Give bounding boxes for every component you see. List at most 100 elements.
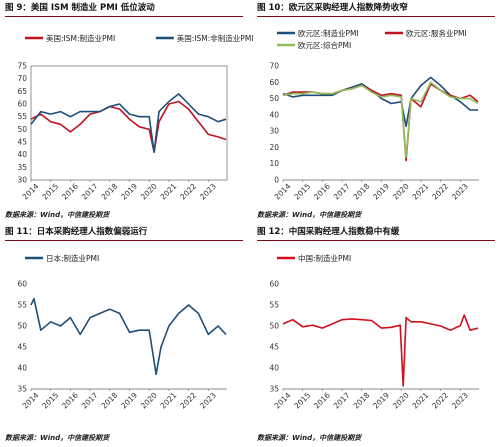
source-note: 数据来源：Wind，中信建投期货 bbox=[257, 434, 362, 442]
y-tick-label: 70 bbox=[269, 62, 279, 71]
axes: 35 40 45 50 55 60 2014 2015 2016 2017 2018 2019 2020… bbox=[17, 280, 227, 411]
y-tick-label: 60 bbox=[269, 78, 279, 87]
axes: 35 40 45 50 55 60 2014 2015 2016 2017 2018 2019 2020… bbox=[269, 280, 479, 411]
y-tick-label: 65 bbox=[17, 87, 27, 96]
x-tick-label: 2021 bbox=[159, 391, 179, 411]
legend-label: 欧元区:服务业PMI bbox=[406, 28, 467, 38]
x-tick-label: 2016 bbox=[312, 391, 332, 411]
x-tick-label: 2021 bbox=[159, 182, 179, 202]
panel-title: 图 11：日本采购经理人指数偏弱运行 bbox=[5, 226, 243, 241]
x-tick-label: 2022 bbox=[178, 182, 198, 202]
y-tick-label: 55 bbox=[17, 112, 27, 121]
panel-title: 图 12：中国采购经理人指数稳中有缓 bbox=[257, 226, 495, 241]
y-tick-label: 45 bbox=[17, 138, 27, 147]
x-tick-label: 2015 bbox=[40, 182, 60, 202]
chart-panel-china: 图 12：中国采购经理人指数稳中有缓 中国:制造业PMI 35 40 45 50 55 60… bbox=[257, 226, 495, 444]
y-tick-label: 60 bbox=[17, 100, 27, 109]
x-tick-label: 2016 bbox=[60, 182, 80, 202]
series-line bbox=[282, 76, 478, 128]
y-tick-label: 50 bbox=[269, 322, 279, 331]
legend: 欧元区:制造业PMI 欧元区:服务业PMI 欧元区:综合PMI bbox=[277, 28, 467, 50]
y-tick-label: 0 bbox=[274, 176, 279, 185]
legend-label: 中国:制造业PMI bbox=[298, 253, 351, 263]
plot-frame bbox=[30, 65, 228, 181]
x-tick-label: 2014 bbox=[273, 391, 293, 411]
series-line bbox=[282, 314, 479, 387]
y-tick-label: 50 bbox=[269, 94, 279, 103]
x-tick-label: 2022 bbox=[430, 182, 450, 202]
x-tick-label: 2023 bbox=[198, 391, 218, 411]
x-tick-label: 2021 bbox=[411, 182, 431, 202]
legend: 中国:制造业PMI bbox=[277, 253, 351, 263]
x-tick-label: 2019 bbox=[119, 391, 139, 411]
source-note: 数据来源：Wind，中信建投期货 bbox=[257, 211, 362, 219]
x-tick-label: 2014 bbox=[21, 182, 41, 202]
y-tick-label: 35 bbox=[17, 385, 27, 394]
x-tick-label: 2017 bbox=[332, 182, 352, 202]
x-tick-label: 2021 bbox=[411, 391, 431, 411]
y-tick-label: 60 bbox=[269, 280, 279, 289]
series-line bbox=[30, 100, 227, 153]
y-tick-label: 55 bbox=[269, 301, 279, 310]
series-line bbox=[282, 81, 479, 158]
x-tick-label: 2014 bbox=[21, 391, 41, 411]
y-tick-label: 30 bbox=[17, 176, 27, 185]
y-tick-label: 50 bbox=[17, 125, 27, 134]
x-tick-label: 2020 bbox=[139, 391, 159, 411]
series-line bbox=[30, 297, 227, 376]
x-tick-label: 2019 bbox=[119, 182, 139, 202]
y-tick-label: 45 bbox=[269, 343, 279, 352]
x-tick-label: 2017 bbox=[80, 391, 100, 411]
x-tick-label: 2018 bbox=[100, 391, 120, 411]
x-tick-label: 2017 bbox=[332, 391, 352, 411]
x-tick-label: 2016 bbox=[60, 391, 80, 411]
y-tick-label: 30 bbox=[269, 127, 279, 136]
y-tick-label: 50 bbox=[17, 322, 27, 331]
axes: 30 35 40 45 50 55 60 65 70 75 2014 2015 2016 2017 2018… bbox=[17, 62, 228, 202]
y-tick-label: 40 bbox=[269, 364, 279, 373]
source-note: 数据来源：Wind，中信建投期货 bbox=[5, 211, 110, 219]
series-line bbox=[30, 93, 227, 153]
legend-label: 美国:ISM:非制造业PMI bbox=[177, 33, 254, 43]
x-tick-label: 2016 bbox=[312, 182, 332, 202]
y-tick-label: 70 bbox=[17, 74, 27, 83]
x-tick-label: 2018 bbox=[352, 391, 372, 411]
y-tick-label: 40 bbox=[17, 150, 27, 159]
x-tick-label: 2014 bbox=[273, 182, 293, 202]
source-note: 数据来源：Wind，中信建投期货 bbox=[5, 434, 110, 442]
legend: 日本:制造业PMI bbox=[25, 253, 99, 263]
x-tick-label: 2015 bbox=[292, 182, 312, 202]
euro-pmi-chart: 欧元区:制造业PMI 欧元区:服务业PMI 欧元区:综合PMI 0 10 20 30 40 50… bbox=[269, 28, 479, 202]
x-tick-label: 2019 bbox=[371, 391, 391, 411]
x-tick-label: 2019 bbox=[371, 182, 391, 202]
x-tick-label: 2023 bbox=[450, 391, 470, 411]
x-tick-label: 2020 bbox=[391, 182, 411, 202]
us-pmi-chart: 美国:ISM:制造业PMI 美国:ISM:非制造业PMI 30 35 40 45 50 55 6… bbox=[17, 33, 253, 202]
y-tick-label: 55 bbox=[17, 301, 27, 310]
legend-label: 欧元区:综合PMI bbox=[298, 40, 351, 50]
x-tick-label: 2020 bbox=[139, 182, 159, 202]
y-tick-label: 60 bbox=[17, 280, 27, 289]
x-tick-label: 2022 bbox=[430, 391, 450, 411]
x-tick-label: 2017 bbox=[80, 182, 100, 202]
x-tick-label: 2018 bbox=[100, 182, 120, 202]
panel-title: 图 10：欧元区采购经理人指数降势收窄 bbox=[257, 2, 495, 17]
chart-panel-japan: 图 11：日本采购经理人指数偏弱运行 日本:制造业PMI 35 40 45 50 55 60… bbox=[5, 226, 243, 444]
chart-panel-us: 图 9：美国 ISM 制造业 PMI 低位波动 美国:ISM:制造业PMI 美国:… bbox=[5, 2, 254, 220]
x-tick-label: 2018 bbox=[352, 182, 372, 202]
y-tick-label: 35 bbox=[17, 163, 27, 172]
panel-title: 图 9：美国 ISM 制造业 PMI 低位波动 bbox=[5, 2, 243, 17]
legend-label: 欧元区:制造业PMI bbox=[298, 28, 359, 38]
y-tick-label: 40 bbox=[17, 364, 27, 373]
y-tick-label: 20 bbox=[269, 143, 279, 152]
x-tick-label: 2015 bbox=[292, 391, 312, 411]
y-tick-label: 45 bbox=[17, 343, 27, 352]
x-tick-label: 2020 bbox=[391, 391, 411, 411]
y-tick-label: 40 bbox=[269, 110, 279, 119]
y-tick-label: 75 bbox=[17, 62, 27, 71]
y-tick-label: 10 bbox=[269, 159, 279, 168]
y-tick-label: 35 bbox=[269, 385, 279, 394]
x-tick-label: 2022 bbox=[178, 391, 198, 411]
legend-label: 美国:ISM:制造业PMI bbox=[46, 33, 115, 43]
